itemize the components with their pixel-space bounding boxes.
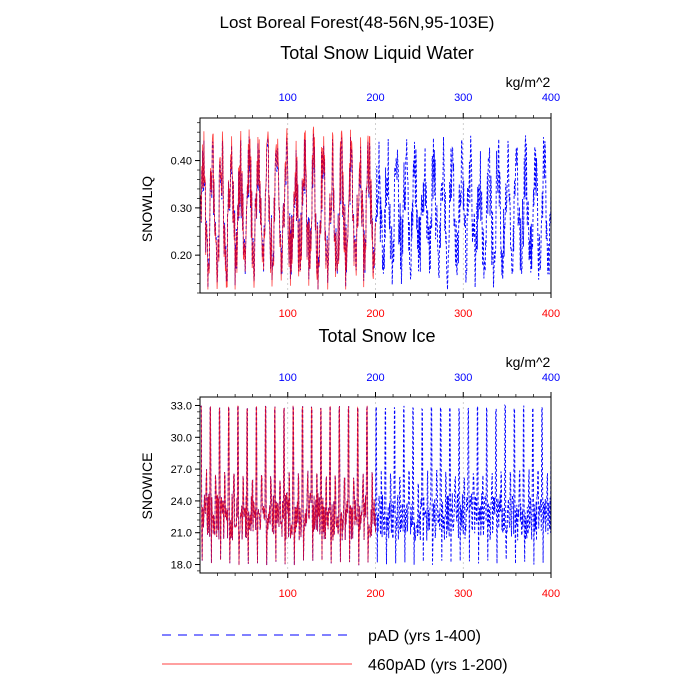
grid-lines: [287, 118, 464, 293]
y-tick-label: 0.40: [171, 156, 192, 168]
y-tick-label: 33.0: [171, 400, 192, 412]
panel-title: Total Snow Liquid Water: [280, 43, 473, 63]
panel-title: Total Snow Ice: [318, 326, 435, 346]
x-tick-label-top: 300: [454, 92, 472, 104]
figure-title: Lost Boreal Forest(48-56N,95-103E): [220, 13, 495, 32]
legend: pAD (yrs 1-400) 460pAD (yrs 1-200): [162, 628, 508, 674]
axes-ticks: 18.0 21.0 24.0 27.0 30.0 33.0 100 100 200 200 300 3…: [171, 372, 561, 600]
snowliq-panel: Total Snow Liquid Water kg/m^2 SNOWLIQ 0…: [139, 43, 560, 320]
y-tick-label: 21.0: [171, 528, 192, 540]
series-line-460pad: [200, 405, 376, 566]
series-group: [200, 403, 552, 566]
axes-ticks: 0.20 0.30 0.40 100 100 200 200 300 300 400 400: [171, 92, 561, 320]
series-line-pad: [200, 133, 552, 290]
units-label: kg/m^2: [506, 354, 551, 370]
x-tick-label-bottom: 100: [279, 588, 297, 600]
legend-label-pad: pAD (yrs 1-400): [368, 628, 481, 645]
y-tick-label: 18.0: [171, 560, 192, 572]
x-tick-label-bottom: 200: [366, 308, 384, 320]
x-tick-label-top: 100: [279, 92, 297, 104]
series-line-460pad: [200, 126, 376, 290]
series-line-pad: [200, 403, 552, 566]
y-tick-label: 24.0: [171, 496, 192, 508]
x-tick-label-bottom: 300: [454, 308, 472, 320]
snowice-panel: Total Snow Ice kg/m^2 SNOWICE 18.0 21.0 24…: [139, 326, 560, 600]
x-tick-label-bottom: 400: [542, 588, 560, 600]
x-tick-label-top: 200: [366, 92, 384, 104]
y-tick-label: 0.20: [171, 250, 192, 262]
x-tick-label-bottom: 200: [366, 588, 384, 600]
x-tick-label-top: 100: [279, 372, 297, 384]
x-tick-label-bottom: 300: [454, 588, 472, 600]
grid-lines: [287, 397, 464, 573]
series-group: [200, 126, 552, 290]
y-tick-label: 30.0: [171, 432, 192, 444]
x-tick-label-bottom: 100: [279, 308, 297, 320]
x-tick-label-top: 400: [542, 372, 560, 384]
x-tick-label-top: 300: [454, 372, 472, 384]
y-axis-label: SNOWICE: [139, 453, 155, 520]
x-tick-label-bottom: 400: [542, 308, 560, 320]
y-axis-label: SNOWLIQ: [139, 176, 155, 242]
x-tick-label-top: 400: [542, 92, 560, 104]
x-tick-label-top: 200: [366, 372, 384, 384]
legend-label-460pad: 460pAD (yrs 1-200): [368, 657, 508, 674]
y-tick-label: 0.30: [171, 203, 192, 215]
units-label: kg/m^2: [506, 74, 551, 90]
y-tick-label: 27.0: [171, 464, 192, 476]
